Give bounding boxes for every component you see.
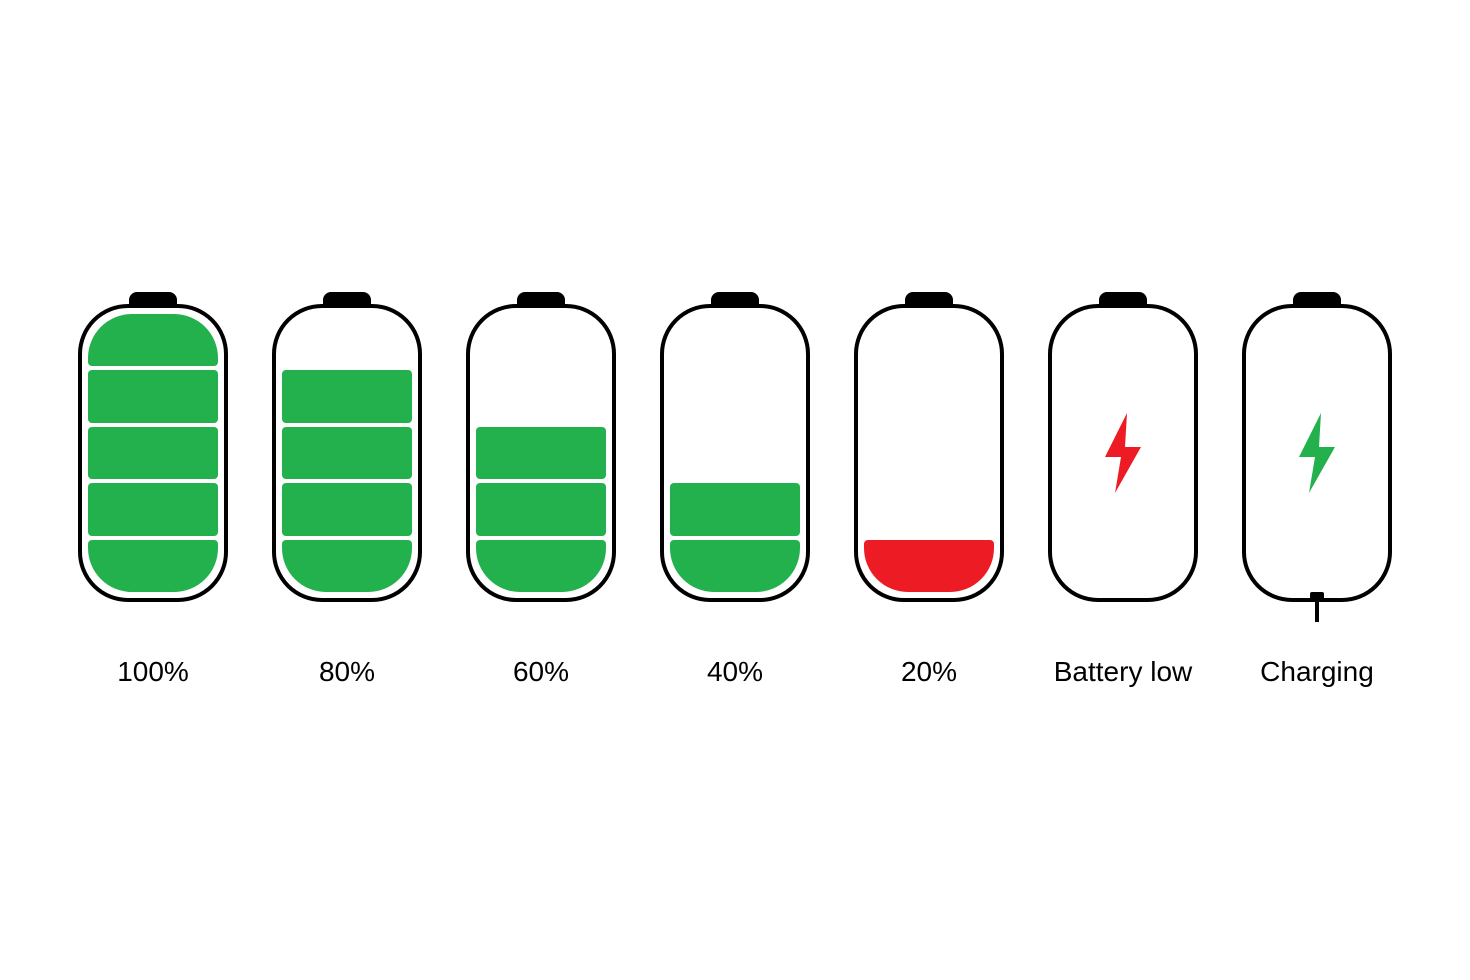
battery-segment [476, 540, 606, 592]
battery-segment [670, 427, 800, 479]
battery-segment [282, 427, 412, 479]
battery-segment [1058, 314, 1188, 366]
battery-label: 20% [901, 656, 957, 688]
battery-segment [282, 540, 412, 592]
battery-segment [476, 314, 606, 366]
battery-label: 80% [319, 656, 375, 688]
battery-segment [864, 483, 994, 535]
battery-icon [1048, 292, 1198, 622]
battery-body [78, 304, 228, 602]
battery-segment [282, 483, 412, 535]
battery-cell-b60: 60% [466, 292, 616, 688]
charging-plug-icon [1310, 592, 1324, 622]
battery-segment [864, 427, 994, 479]
battery-segment [88, 314, 218, 366]
lightning-bolt-icon [1095, 413, 1151, 493]
battery-icon [466, 292, 616, 622]
battery-infographic: 100% 80% 60% 40% 20% Battery low Charging [0, 0, 1470, 980]
battery-cell-b80: 80% [272, 292, 422, 688]
battery-row: 100% 80% 60% 40% 20% Battery low Charging [78, 292, 1392, 688]
battery-segment [1252, 540, 1382, 592]
battery-cell-b20: 20% [854, 292, 1004, 688]
battery-segment [864, 370, 994, 422]
battery-cell-blow: Battery low [1048, 292, 1198, 688]
battery-icon [78, 292, 228, 622]
battery-label: Battery low [1054, 656, 1193, 688]
battery-body [1242, 304, 1392, 602]
lightning-bolt-icon [1289, 413, 1345, 493]
battery-segment [864, 540, 994, 592]
battery-fill-stack [282, 314, 412, 592]
battery-body [854, 304, 1004, 602]
battery-segment [670, 370, 800, 422]
battery-segment [282, 370, 412, 422]
battery-icon [660, 292, 810, 622]
battery-segment [88, 483, 218, 535]
battery-cell-bchg: Charging [1242, 292, 1392, 688]
battery-fill-stack [670, 314, 800, 592]
battery-segment [670, 483, 800, 535]
battery-segment [1252, 314, 1382, 366]
battery-segment [670, 314, 800, 366]
battery-segment [864, 314, 994, 366]
battery-icon [272, 292, 422, 622]
battery-segment [476, 483, 606, 535]
battery-body [1048, 304, 1198, 602]
battery-segment [1058, 540, 1188, 592]
battery-icon [854, 292, 1004, 622]
battery-fill-stack [88, 314, 218, 592]
battery-body [466, 304, 616, 602]
battery-label: 60% [513, 656, 569, 688]
battery-label: 100% [117, 656, 189, 688]
battery-segment [670, 540, 800, 592]
battery-segment [476, 370, 606, 422]
battery-fill-stack [864, 314, 994, 592]
battery-segment [476, 427, 606, 479]
battery-body [660, 304, 810, 602]
battery-fill-stack [476, 314, 606, 592]
battery-body [272, 304, 422, 602]
battery-cell-b100: 100% [78, 292, 228, 688]
battery-segment [88, 370, 218, 422]
battery-segment [88, 427, 218, 479]
battery-label: Charging [1260, 656, 1374, 688]
battery-icon [1242, 292, 1392, 622]
battery-label: 40% [707, 656, 763, 688]
battery-segment [282, 314, 412, 366]
battery-segment [88, 540, 218, 592]
battery-cell-b40: 40% [660, 292, 810, 688]
